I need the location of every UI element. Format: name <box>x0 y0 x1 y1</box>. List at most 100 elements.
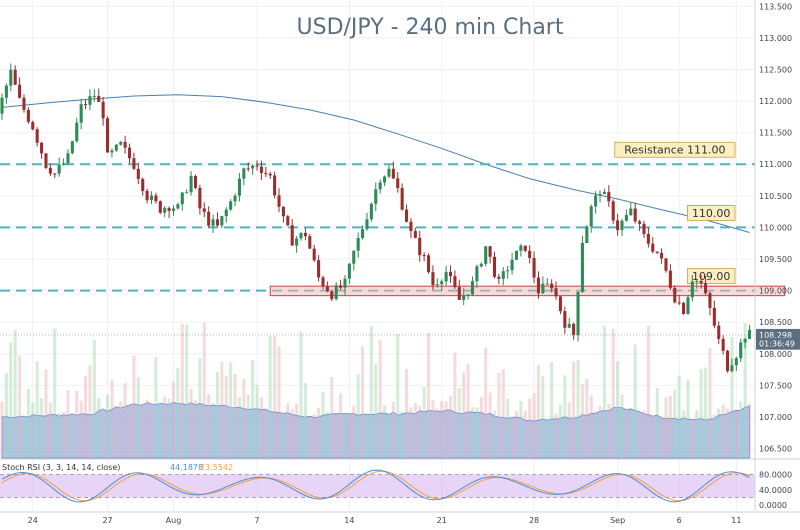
rsi-tick-label: 40.0000 <box>759 486 792 495</box>
candle-body <box>154 195 158 202</box>
candle-body <box>299 232 303 239</box>
volume-bar <box>611 328 615 458</box>
candle-body <box>268 173 272 176</box>
volume-bar <box>616 361 620 458</box>
candle-body <box>677 302 681 304</box>
candle-body <box>18 84 22 98</box>
candle-body <box>462 295 466 300</box>
volume-bar <box>734 411 738 458</box>
candle-body <box>576 291 580 336</box>
volume-bar <box>114 405 118 458</box>
volume-bar <box>563 375 567 458</box>
volume-bar <box>299 331 303 458</box>
candle-body <box>589 206 593 227</box>
volume-bar <box>422 386 426 458</box>
volume-bar <box>638 412 642 458</box>
volume-bar <box>717 408 721 458</box>
candle-body <box>167 208 171 211</box>
volume-bar <box>369 326 373 458</box>
volume-bar <box>747 403 752 458</box>
volume-bar <box>119 401 123 458</box>
volume-bar <box>457 388 461 458</box>
support-zone <box>269 285 786 297</box>
candle-body <box>233 195 237 202</box>
candle-body <box>220 216 224 226</box>
volume-bar <box>396 334 400 458</box>
volume-bar <box>492 410 497 458</box>
volume-bar <box>303 382 307 458</box>
volume-bar <box>435 409 439 458</box>
candle-body <box>53 173 57 175</box>
candle-body <box>141 178 145 191</box>
volume-bar <box>572 361 576 458</box>
y-tick-label: 108.500 <box>759 318 792 327</box>
candle-body <box>585 226 589 243</box>
rsi-k-value: 44.1878 <box>170 463 203 472</box>
candle-body <box>211 219 215 226</box>
level-label-box <box>687 268 736 284</box>
candle-body <box>488 246 492 257</box>
volume-bar <box>739 401 743 458</box>
candle-body <box>545 283 549 285</box>
y-tick-label: 109.000 <box>759 287 792 296</box>
candle-body <box>44 153 48 168</box>
x-tick-label: 28 <box>529 516 539 525</box>
volume-bar <box>273 336 277 458</box>
candle-body <box>492 256 497 277</box>
candle-body <box>704 283 708 294</box>
candle-body <box>686 297 690 315</box>
candle-body <box>193 175 198 188</box>
candle-body <box>251 165 255 169</box>
candle-body <box>75 122 79 142</box>
volume-bar <box>589 395 593 458</box>
x-tick-label: 24 <box>28 516 38 525</box>
volume-bar <box>682 410 686 458</box>
volume-bar <box>101 408 105 458</box>
volume-bar <box>620 394 624 458</box>
volume-bar <box>334 414 338 458</box>
candle-body <box>176 204 180 209</box>
volume-bar <box>215 371 220 458</box>
volume-bar <box>585 378 589 458</box>
volume-bar <box>0 401 4 458</box>
candle-body <box>616 220 620 231</box>
volume-bar <box>470 407 475 458</box>
volume-bar <box>378 339 382 458</box>
volume-bar <box>598 406 602 458</box>
rsi-d-value: 23.5542 <box>200 463 233 472</box>
candle-body <box>149 195 154 201</box>
volume-bar <box>268 335 272 458</box>
volume-bar <box>259 396 263 458</box>
volume-bar <box>497 373 501 458</box>
candle-body <box>317 260 321 278</box>
volume-bar <box>290 409 294 458</box>
candle-body <box>286 216 290 226</box>
volume-bar <box>356 374 360 458</box>
y-tick-label: 113.500 <box>759 2 792 11</box>
candle-body <box>620 220 624 231</box>
volume-bar <box>66 389 70 458</box>
volume-bar <box>255 384 259 458</box>
x-tick-label: 27 <box>102 516 112 525</box>
y-tick-label: 109.500 <box>759 255 792 264</box>
volume-bar <box>550 362 554 458</box>
volume-bar <box>405 368 409 458</box>
volume-bar <box>149 403 154 458</box>
volume-bar <box>413 403 417 458</box>
candle-body <box>668 270 672 288</box>
candle-body <box>536 277 540 294</box>
volume-bar <box>690 419 694 458</box>
volume-bar <box>554 413 558 458</box>
y-tick-label: 112.000 <box>759 97 792 106</box>
candle-body <box>611 201 615 221</box>
volume-bar <box>624 408 628 458</box>
volume-bar <box>237 397 241 458</box>
x-tick-label: 6 <box>677 516 682 525</box>
volume-bar <box>123 383 127 458</box>
volume-bar <box>277 346 281 458</box>
rsi-tick-label: 80.0000 <box>759 471 792 480</box>
x-tick-label: 21 <box>437 516 447 525</box>
candle-body <box>84 104 88 106</box>
volume-bar <box>321 391 325 458</box>
